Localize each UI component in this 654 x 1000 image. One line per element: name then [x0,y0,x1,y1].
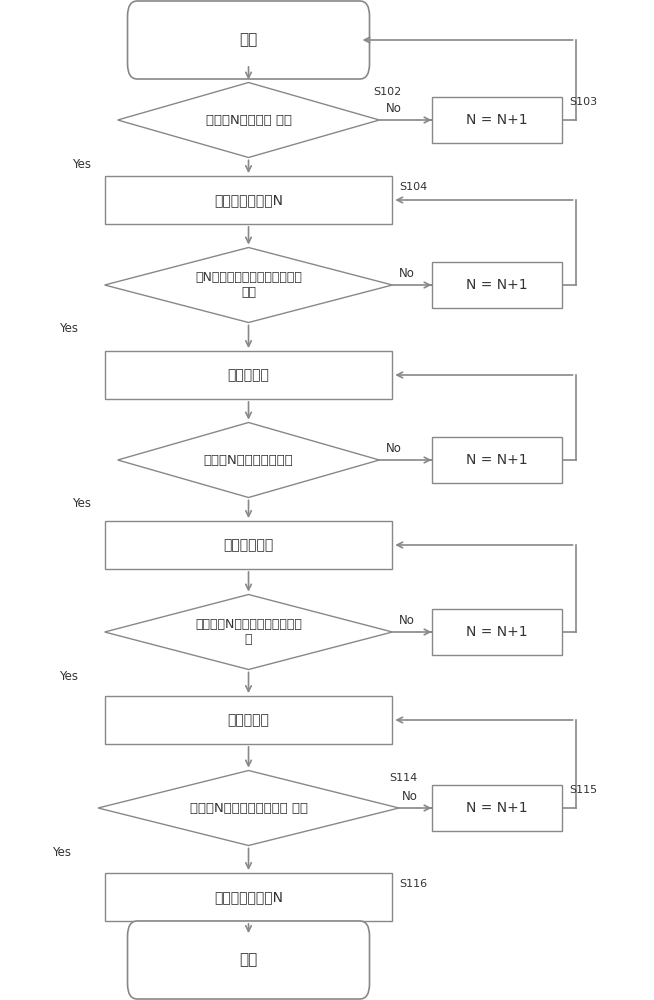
Text: No: No [386,102,402,115]
Text: Yes: Yes [52,846,71,858]
Text: No: No [399,267,415,280]
Text: 确定左拐点: 确定左拐点 [228,368,269,382]
Text: N = N+1: N = N+1 [466,801,528,815]
Text: 数据点N的斜率＞ 阈值: 数据点N的斜率＞ 阈值 [205,113,292,126]
Text: Yes: Yes [59,322,78,336]
Text: 结束: 结束 [239,952,258,968]
Text: N = N+1: N = N+1 [466,278,528,292]
Polygon shape [105,594,392,670]
Text: 开始: 开始 [239,32,258,47]
Text: 数据点N的斜率的绝对值＜ 阈值: 数据点N的斜率的绝对值＜ 阈值 [190,802,307,814]
Text: No: No [402,790,418,803]
FancyBboxPatch shape [432,262,562,308]
Text: S114: S114 [389,773,417,783]
FancyBboxPatch shape [128,1,370,79]
Text: 确定右拐点: 确定右拐点 [228,713,269,727]
Text: Yes: Yes [72,497,91,510]
Text: N = N+1: N = N+1 [466,625,528,639]
Text: 数据点N的斜率由正变负: 数据点N的斜率由正变负 [203,454,294,466]
FancyBboxPatch shape [105,176,392,224]
FancyBboxPatch shape [432,609,562,655]
FancyBboxPatch shape [105,521,392,569]
Text: 确定峰的顶点: 确定峰的顶点 [224,538,273,552]
FancyBboxPatch shape [105,873,392,921]
Text: S104: S104 [399,182,427,192]
Text: 从数据点N的斜率由下降转为上
升: 从数据点N的斜率由下降转为上 升 [195,618,302,646]
Text: S115: S115 [569,785,597,795]
Polygon shape [98,770,399,846]
Text: 确定峰的终点为N: 确定峰的终点为N [214,890,283,904]
Polygon shape [105,247,392,322]
Text: S102: S102 [373,87,401,97]
FancyBboxPatch shape [105,351,392,399]
Text: Yes: Yes [59,670,78,682]
Text: 从N点数据点的斜率由上升转为
下降: 从N点数据点的斜率由上升转为 下降 [195,271,302,299]
Polygon shape [118,422,379,497]
Text: N = N+1: N = N+1 [466,453,528,467]
FancyBboxPatch shape [128,921,370,999]
Text: No: No [399,614,415,627]
Text: Yes: Yes [72,157,91,170]
FancyBboxPatch shape [432,437,562,483]
Polygon shape [118,83,379,157]
Text: S116: S116 [399,879,427,889]
FancyBboxPatch shape [432,97,562,143]
Text: N = N+1: N = N+1 [466,113,528,127]
Text: No: No [386,442,402,455]
FancyBboxPatch shape [432,785,562,831]
FancyBboxPatch shape [105,696,392,744]
Text: S103: S103 [569,97,597,107]
Text: 确定峰的起点为N: 确定峰的起点为N [214,193,283,207]
